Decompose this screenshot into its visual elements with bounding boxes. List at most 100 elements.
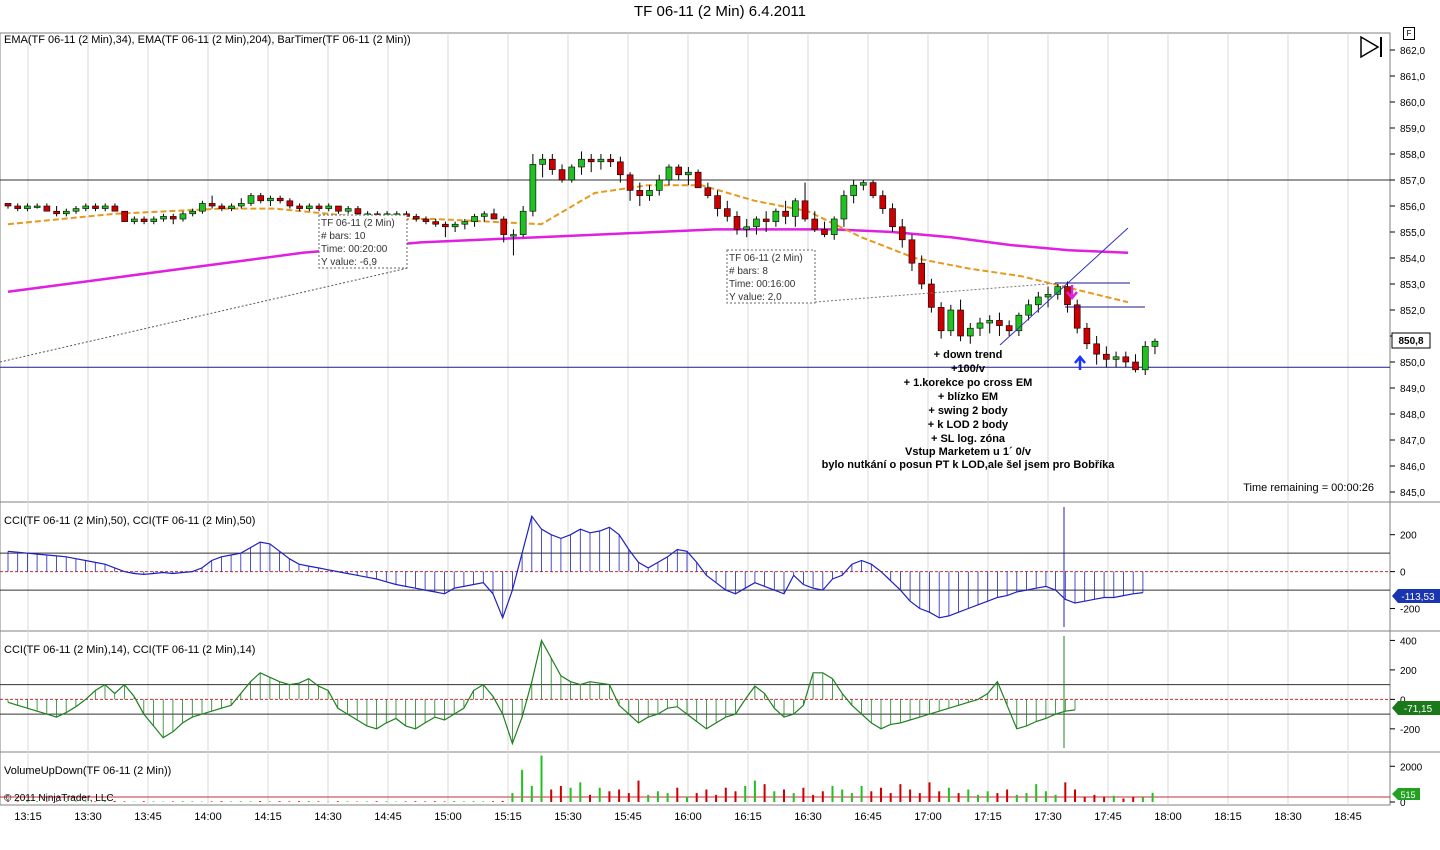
x-tick-label: 16:30 <box>794 811 822 823</box>
measure-line <box>814 282 1061 303</box>
candle-down <box>908 239 916 264</box>
y-tick-label: 855,0 <box>1400 228 1425 239</box>
note-line: + 1.korekce po cross EM <box>904 377 1033 389</box>
y-tick-label: 200 <box>1400 531 1417 542</box>
candle-up <box>840 195 848 220</box>
cci14-label: CCI(TF 06-11 (2 Min),14), CCI(TF 06-11 (… <box>4 644 255 656</box>
candle-down <box>801 200 809 220</box>
cci50-panel: 200 0 -200 <box>0 507 1420 627</box>
tooltip-line: Y value: 2,0 <box>729 292 782 303</box>
x-tick-label: 15:00 <box>434 811 462 823</box>
candle-down <box>898 226 906 241</box>
candle-down <box>257 195 265 202</box>
candle-up <box>539 158 546 165</box>
copyright: © 2011 NinjaTrader, LLC <box>4 793 114 804</box>
y-tick-label: 849,0 <box>1400 384 1425 395</box>
candle-up <box>510 234 517 237</box>
candle-down <box>675 166 682 176</box>
volume-label: VolumeUpDown(TF 06-11 (2 Min)) <box>4 765 171 777</box>
candle-up <box>830 218 838 235</box>
x-tick-label: 18:30 <box>1274 811 1302 823</box>
price-y-axis: 862,0 861,0 860,0 859,0 858,0 857,0 856,0 855,0… <box>1390 46 1425 499</box>
candle-down <box>1122 356 1130 363</box>
cci14-panel: 400 200 0 -200 <box>0 636 1420 748</box>
candle-down <box>762 218 770 222</box>
candle-down <box>558 169 566 181</box>
measure-tooltip-2[interactable]: TF 06-11 (2 Min) # bars: 8 Time: 00:16:0… <box>726 249 816 304</box>
candle-up <box>1141 346 1149 371</box>
candle-down <box>723 208 731 217</box>
y-tick-label: 848,0 <box>1400 410 1425 421</box>
candle-down <box>636 190 644 196</box>
trade-notes: + down trend +100/v + 1.korekce po cross… <box>822 349 1116 471</box>
candle-up <box>237 203 245 207</box>
bar-timer-icon[interactable] <box>1360 35 1382 59</box>
cci14-last-label: -71,15 <box>1392 701 1440 715</box>
candle-down <box>121 210 128 222</box>
fullscreen-badge[interactable]: F <box>1403 27 1415 40</box>
x-tick-label: 14:15 <box>254 811 282 823</box>
tooltip-line: Time: 00:16:00 <box>729 279 796 290</box>
cci14-last-box <box>1392 701 1440 715</box>
y-tick-label: 852,0 <box>1400 306 1425 317</box>
candle-down <box>714 195 721 209</box>
candle-down <box>704 187 712 196</box>
note-line: + k LOD 2 body <box>928 419 1009 431</box>
candle-down <box>811 218 819 230</box>
candle-up <box>753 218 760 228</box>
x-tick-label: 15:30 <box>554 811 582 823</box>
volume-last-box <box>1392 788 1420 800</box>
candle-up <box>860 182 867 186</box>
candle-up <box>685 171 692 176</box>
y-tick-label: 853,0 <box>1400 280 1425 291</box>
x-tick-label: 14:45 <box>374 811 402 823</box>
drawing-tools <box>0 227 1145 370</box>
candle-down <box>549 158 556 170</box>
candle-down <box>937 307 945 332</box>
last-price-text: 850,8 <box>1398 336 1423 347</box>
candle-down <box>335 205 342 212</box>
candle-down <box>43 205 51 212</box>
tooltip-line: Time: 00:20:00 <box>321 244 388 255</box>
cci50-label: CCI(TF 06-11 (2 Min),50), CCI(TF 06-11 (… <box>4 515 255 527</box>
candle-down <box>1093 343 1100 355</box>
y-tick-label: 862,0 <box>1400 46 1425 57</box>
candle-up <box>568 166 576 181</box>
candle-up <box>247 195 255 204</box>
candle-up <box>1015 314 1023 332</box>
x-tick-label: 18:15 <box>1214 811 1242 823</box>
candles <box>4 151 1159 375</box>
osc-line <box>7 514 1143 620</box>
tooltip-line: # bars: 10 <box>321 231 366 242</box>
candle-down <box>422 218 430 222</box>
time-remaining: Time remaining = 00:00:26 <box>1243 482 1374 494</box>
osc-line <box>7 638 1076 746</box>
candle-up <box>101 205 109 209</box>
candle-up <box>986 320 994 324</box>
candle-down <box>928 283 935 308</box>
tooltip-line: Y value: -6,9 <box>321 257 377 268</box>
candle-down <box>918 262 925 285</box>
candle-down <box>140 218 148 222</box>
x-tick-label: 16:45 <box>854 811 882 823</box>
y-tick-label: 0 <box>1400 568 1406 579</box>
x-tick-label: 16:15 <box>734 811 762 823</box>
note-line: + down trend <box>934 349 1003 361</box>
tooltip-line: TF 06-11 (2 Min) <box>729 253 803 264</box>
volume-last-label: 515 <box>1392 788 1420 800</box>
cci14-last-text: -71,15 <box>1404 704 1433 715</box>
measure-tooltip-1[interactable]: TF 06-11 (2 Min) # bars: 10 Time: 00:20:… <box>318 214 408 269</box>
x-tick-label: 18:45 <box>1334 811 1362 823</box>
play-icon <box>1360 35 1380 59</box>
candle-down <box>218 205 226 209</box>
candle-down <box>957 309 964 337</box>
grid <box>27 33 1349 805</box>
candle-up <box>1025 304 1032 316</box>
x-tick-label: 18:00 <box>1154 811 1182 823</box>
candle-down <box>626 174 634 191</box>
price-indicator-label: EMA(TF 06-11 (2 Min),34), EMA(TF 06-11 (… <box>4 34 411 46</box>
candle-down <box>869 182 877 196</box>
candle-up <box>597 158 605 163</box>
